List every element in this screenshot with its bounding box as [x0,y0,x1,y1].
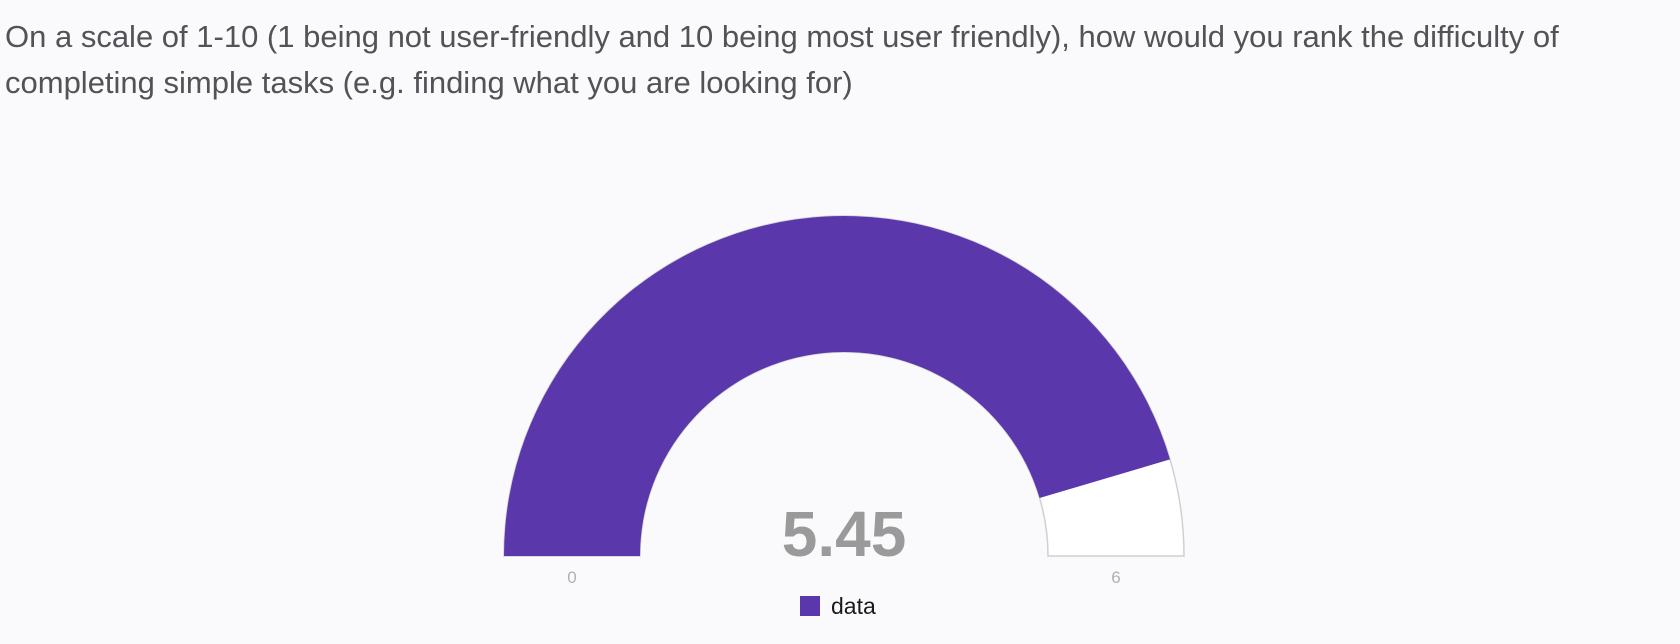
gauge-value-label: 5.45 [782,498,907,570]
question-title: On a scale of 1-10 (1 being not user-fri… [5,19,1559,100]
legend-label: data [831,593,876,619]
legend-swatch [800,596,820,616]
gauge-min-label: 0 [567,568,576,587]
gauge-value-arc [504,216,1170,557]
gauge-max-label: 6 [1111,568,1120,587]
